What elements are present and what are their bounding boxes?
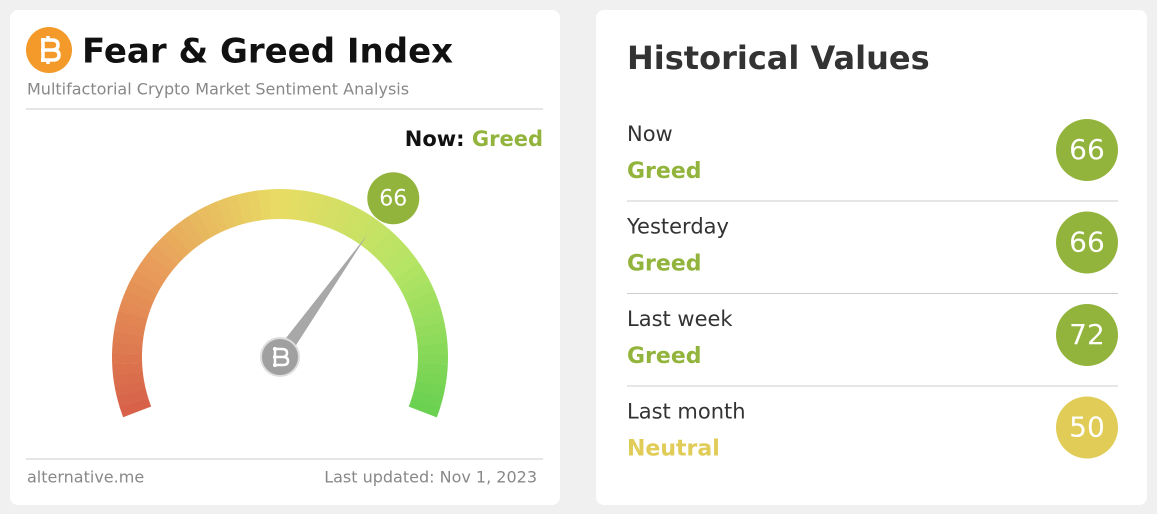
gauge-arc (113, 320, 146, 337)
gauge-arc (119, 397, 152, 418)
gauge-arc (187, 210, 213, 242)
gauge-arc (297, 190, 313, 222)
gauge-arc (206, 201, 229, 233)
history-rows: Now Greed 66 Yesterday Greed 66 Last week Greed… (626, 119, 1118, 462)
gauge-arc (355, 216, 382, 247)
gauge-arc (398, 270, 430, 295)
gauge-arc (115, 310, 148, 328)
gauge-arc (118, 300, 151, 320)
value-bubble-label: 66 (379, 186, 407, 211)
gauge-arc (408, 397, 441, 418)
row-classification: Greed (627, 344, 702, 369)
row-value: 72 (1069, 318, 1105, 351)
gauge-arc (306, 192, 324, 224)
gauge-arc (226, 194, 246, 227)
gauge-arc (362, 222, 390, 253)
gauge-arc (409, 300, 442, 320)
gauge-arc (112, 331, 144, 346)
gauge-arc (216, 197, 237, 230)
gauge-arc (130, 270, 162, 295)
bitcoin-logo (26, 27, 72, 73)
gauge-arc (135, 261, 167, 287)
gauge-arc (197, 205, 220, 238)
gauge-arc (382, 244, 413, 272)
gauge-arc (412, 310, 445, 328)
gauge-arc (376, 236, 406, 266)
gauge-arc (116, 389, 149, 407)
row-value: 50 (1069, 411, 1105, 444)
history-card (596, 10, 1147, 505)
gauge-arc (340, 205, 364, 238)
value-bubble (367, 172, 420, 225)
needle (274, 234, 368, 362)
gauge-arc (114, 380, 146, 397)
source: alternative.me (27, 468, 144, 487)
history-title: Historical Values (627, 39, 930, 77)
gauge-arc (388, 253, 419, 280)
gauge-arc (125, 280, 158, 303)
gauge-arc (414, 321, 447, 337)
gauge-arc (417, 342, 448, 355)
gauge-arc (393, 261, 425, 287)
gauge-arc (315, 194, 334, 227)
now-classification: Greed (472, 127, 543, 151)
gauge-arc (348, 210, 373, 242)
last-updated: Last updated: Nov 1, 2023 (324, 468, 537, 487)
gauge-arc (147, 244, 178, 272)
gauge-arc (415, 371, 448, 387)
gauge-arc (411, 389, 444, 408)
row-label: Last month (627, 400, 746, 424)
row-label: Now (627, 122, 673, 146)
row-value-circle (1056, 119, 1118, 181)
row-value: 66 (1069, 133, 1105, 166)
gauge-arc (112, 342, 143, 355)
gauge: 66 (112, 172, 448, 418)
row-value-circle (1056, 211, 1118, 274)
row-value-circle (1056, 396, 1118, 459)
gauge-arc (112, 362, 143, 376)
row-classification: Greed (627, 252, 702, 277)
gauge-arc (332, 201, 354, 233)
gauge-arc (416, 331, 448, 346)
gauge-arc (154, 236, 184, 265)
gauge-arc (121, 290, 154, 311)
gauge-arc (417, 362, 448, 376)
gauge-arc (402, 280, 435, 303)
row-value: 66 (1069, 226, 1105, 259)
row-classification: Greed (627, 159, 702, 184)
title: Fear & Greed Index (82, 32, 453, 72)
now-label: Now: (405, 127, 465, 151)
row-value-circle (1056, 304, 1118, 366)
subtitle: Multifactorial Crypto Market Sentiment A… (27, 80, 409, 99)
row-label: Yesterday (626, 215, 729, 239)
gauge-arc (247, 190, 263, 222)
gauge-arc (170, 222, 198, 253)
gauge-arc (178, 216, 205, 247)
gauge-arc (141, 252, 172, 279)
gauge-arc (258, 189, 272, 221)
now-line: Now: Greed (405, 127, 543, 151)
gauge-arc (237, 192, 254, 224)
gauge-arc (112, 371, 145, 386)
hub-logo (273, 347, 290, 367)
row-classification: Neutral (627, 437, 720, 462)
gauge-arc (369, 229, 398, 259)
gauge-arc (323, 197, 344, 230)
gauge-arc (406, 290, 439, 311)
gauge-arc (162, 229, 191, 259)
gauge-arc (288, 189, 302, 221)
row-label: Last week (627, 307, 733, 331)
gauge-arc (414, 380, 446, 397)
